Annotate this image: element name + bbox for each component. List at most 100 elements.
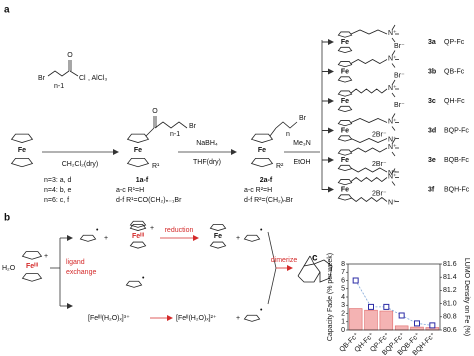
point (429, 322, 436, 329)
label: N⁺ (388, 173, 397, 180)
scheme-arrows (42, 40, 323, 321)
label: [Feᴵᴵᴵ(H₂O)ₓ]³⁺ (88, 315, 130, 322)
ring (337, 90, 353, 97)
label: + (150, 225, 154, 232)
label: ligand (66, 259, 85, 266)
ring (10, 133, 34, 143)
y2-tick-label: 81.4 (443, 274, 457, 281)
ring (243, 314, 261, 322)
ring (337, 179, 353, 186)
bond (350, 176, 388, 183)
ring (250, 133, 274, 143)
y-tick-label: 4 (341, 294, 345, 301)
label: n=3: a, d (44, 177, 72, 184)
label: BQP-Fc (444, 127, 469, 134)
bond (391, 24, 396, 31)
bond (313, 259, 333, 283)
label: + (236, 235, 240, 242)
ring (21, 273, 43, 282)
label: Fe (258, 147, 266, 154)
label: THF(dry) (193, 159, 221, 166)
bond (350, 59, 388, 64)
label: + (44, 253, 48, 260)
label: O (67, 52, 73, 59)
ring (337, 61, 353, 68)
point (398, 312, 405, 319)
bar (410, 326, 424, 331)
bond (309, 255, 315, 265)
label: Fe (341, 186, 349, 193)
label: CH₂Cl₂(dry) (62, 161, 99, 168)
label: QH-Fc (444, 98, 465, 105)
label: • (260, 307, 263, 314)
y-tick-label: 1 (341, 319, 345, 326)
label: Br (299, 115, 307, 122)
label: N⁺ (388, 30, 397, 37)
ring (79, 234, 97, 242)
series-line (355, 280, 433, 326)
ring (337, 149, 353, 156)
bond (145, 127, 155, 137)
ring (337, 31, 353, 38)
label: NaBH₄ (196, 140, 218, 147)
label: n-1 (54, 83, 64, 90)
label: Me₃N (293, 140, 311, 147)
label: QB-Fc (444, 68, 465, 75)
label: Fe (214, 233, 222, 240)
label: 3c (428, 98, 436, 105)
ring (243, 234, 261, 242)
bond (350, 138, 388, 143)
bond (297, 263, 321, 283)
label: N⁺ (388, 136, 397, 143)
bond (303, 255, 311, 267)
y2-tick-label: 80.6 (443, 327, 457, 334)
label: H₂O (2, 265, 16, 272)
label: Fe (341, 157, 349, 164)
label: exchange (66, 269, 96, 276)
label: Fe (341, 98, 349, 105)
bond (391, 63, 396, 68)
label: a (4, 5, 10, 16)
bond (154, 121, 188, 129)
label: d-f R¹=CO(CH₂)ₙ₋₁Br (116, 197, 182, 204)
ring (129, 224, 147, 231)
label: 3f (428, 186, 435, 193)
bond (350, 147, 388, 153)
label: N⁺ (388, 144, 397, 151)
ring (337, 194, 353, 201)
label: Br (189, 123, 197, 130)
label: a-c R²=H (244, 187, 272, 194)
bond (47, 70, 70, 77)
bond (391, 138, 396, 145)
ring (337, 105, 353, 113)
bar (394, 325, 409, 331)
label: Fe (341, 68, 349, 75)
label: Fe (341, 39, 349, 46)
bond (350, 118, 388, 123)
ring (129, 220, 147, 228)
label: Feᴵᴵᴵ (132, 233, 144, 240)
y-tick-label: 2 (341, 310, 345, 317)
y-tick-label: 7 (341, 269, 345, 276)
bond (391, 168, 396, 174)
ring (337, 46, 353, 54)
label: Br (38, 75, 46, 82)
ring (129, 241, 147, 249)
ring (10, 157, 34, 168)
bar (379, 310, 394, 331)
label: Cl (79, 75, 86, 82)
bond (350, 196, 388, 203)
label: 2a-f (260, 177, 273, 184)
label: n-1 (170, 131, 180, 138)
label: • (260, 227, 263, 234)
label: + (236, 315, 240, 322)
bond (350, 29, 388, 35)
label: R¹ (152, 163, 160, 170)
label: Br⁻ (394, 102, 405, 109)
bond (391, 37, 396, 43)
label: , AlCl₃ (88, 75, 107, 82)
ring (337, 120, 353, 127)
bond (391, 79, 396, 86)
y-tick-label: 6 (341, 277, 345, 284)
